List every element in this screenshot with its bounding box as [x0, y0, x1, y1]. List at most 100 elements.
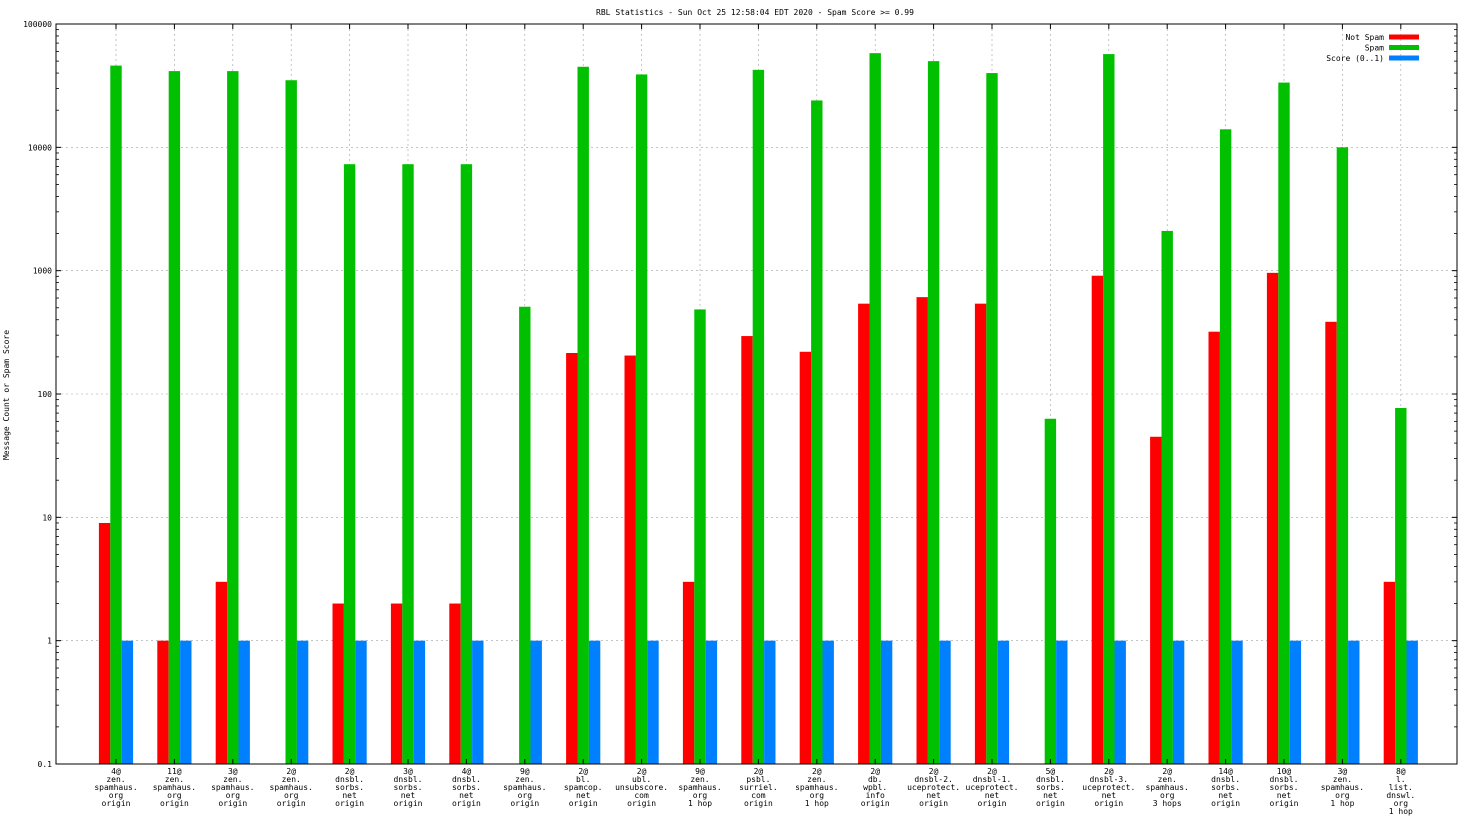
x-tick-label: org	[109, 791, 124, 800]
x-tick-label: 2@	[870, 767, 880, 776]
bar-not-spam: Not Spam: 9	[98, 522, 111, 764]
bar-spam: Spam: 485	[694, 309, 706, 764]
bar-score-0-1: Score (0..1): 1	[647, 640, 659, 764]
bar-spam: Spam: 39000	[635, 74, 648, 764]
bar-not-spam: Not Spam: 3	[682, 581, 695, 764]
y-tick-label: 1000	[33, 267, 52, 276]
bar-score-0-1: Score (0..1): 1	[1172, 640, 1185, 764]
x-tick-label: origin	[160, 799, 189, 808]
bar-score-0-1: Score (0..1): 1	[588, 640, 601, 764]
x-tick-label: com	[751, 791, 766, 800]
bar-score-0-1: Score (0..1): 1	[1231, 640, 1243, 764]
x-tick-label: 8@	[1396, 767, 1406, 776]
x-tick-label: bl.	[576, 775, 590, 784]
x-tick-label: zen.	[282, 775, 301, 784]
x-tick-label: zen.	[165, 775, 184, 784]
x-tick-label: zen.	[515, 775, 534, 784]
x-tick-label: 10@	[1277, 767, 1292, 776]
x-tick-label: wpbl.	[863, 783, 887, 792]
x-tick-label: sorbs.	[452, 783, 481, 792]
x-tick-label: db.	[868, 775, 882, 784]
x-tick-label: spamhaus.	[795, 783, 838, 792]
x-tick-label: org	[810, 791, 825, 800]
x-tick-label: ubl.	[632, 775, 651, 784]
bar-not-spam: Not Spam: 3	[1383, 581, 1396, 764]
x-tick-label: dnsbl-3.	[1090, 775, 1129, 784]
x-tick-label: spamhaus.	[1321, 783, 1364, 792]
x-tick-label: net	[342, 791, 357, 800]
x-tick-label: 14@	[1218, 767, 1233, 776]
bar-score-0-1: Score (0..1): 1	[238, 640, 250, 764]
x-tick-label: net	[1043, 791, 1058, 800]
x-tick-label: spamhaus.	[153, 783, 196, 792]
x-tick-label: spamhaus.	[1146, 783, 1189, 792]
x-tick-label: net	[401, 791, 416, 800]
bar-spam: Spam: 24000	[811, 100, 823, 764]
x-tick-label: l.	[1396, 775, 1406, 784]
bar-not-spam: Not Spam: 320	[1208, 331, 1220, 764]
x-tick-label: 3@	[228, 767, 238, 776]
bar-spam: Spam: 7300	[460, 164, 473, 764]
x-tick-label: 2@	[812, 767, 822, 776]
x-tick-label: 1 hop	[1330, 799, 1354, 808]
bar-spam: Spam: 50000	[927, 61, 940, 764]
x-tick-label: unsubscore.	[615, 783, 668, 792]
x-tick-label: sorbs.	[1270, 783, 1299, 792]
bar-spam: Spam: 41500	[168, 71, 181, 765]
x-tick-label: org	[693, 791, 708, 800]
x-tick-label: origin	[1036, 799, 1065, 808]
bars: Not Spam: 9Spam: 46000 Score (0..1): 1 Not…	[98, 53, 1418, 765]
x-tick-label: 2@	[637, 767, 647, 776]
legend-label: Score (0..1)	[1326, 54, 1384, 63]
x-tick-label: origin	[102, 799, 131, 808]
x-tick-label: list.	[1389, 783, 1413, 792]
y-tick-label: 10000	[28, 143, 52, 152]
x-tick-label: 1 hop	[1389, 807, 1413, 816]
x-tick-label: uceprotect.	[907, 783, 960, 792]
bar-score-0-1: Score (0..1): 1	[1289, 640, 1302, 764]
legend-swatch	[1389, 55, 1419, 61]
bar-not-spam: Not Spam: 960	[1266, 272, 1279, 764]
bar-not-spam: Not Spam: 205	[624, 355, 636, 764]
y-axis-label: Message Count or Spam Score	[2, 330, 11, 460]
x-tick-label: origin	[335, 799, 364, 808]
x-tick-label: zen.	[807, 775, 826, 784]
x-tick-label: origin	[218, 799, 247, 808]
x-tick-label: origin	[569, 799, 598, 808]
x-tick-label: dnswl.	[1386, 791, 1415, 800]
bar-not-spam: Not Spam: 3	[215, 581, 228, 764]
bar-not-spam: Not Spam: 910	[1091, 275, 1104, 764]
bar-spam: Spam: 46000	[110, 65, 122, 765]
x-tick-label: origin	[1211, 799, 1240, 808]
x-tick-label: org	[518, 791, 533, 800]
x-tick-label: surriel.	[739, 783, 778, 792]
bar-spam: Spam: 33500	[1278, 82, 1290, 764]
x-tick-label: net	[459, 791, 474, 800]
bar-score-0-1: Score (0..1): 1	[880, 640, 893, 764]
legend-swatch	[1389, 45, 1419, 50]
x-tick-label: 1 hop	[805, 799, 829, 808]
bar-spam: Spam: 45000	[577, 66, 589, 764]
bar-spam: Spam: 7300	[402, 164, 414, 764]
x-tick-label: dnsbl.	[1036, 775, 1065, 784]
x-tick-label: psbl.	[746, 775, 770, 784]
x-tick-label: spamcop.	[564, 783, 603, 792]
x-tick-label: net	[1102, 791, 1117, 800]
bar-score-0-1: Score (0..1): 1	[472, 640, 484, 764]
x-tick-label: dnsbl.	[394, 775, 423, 784]
bar-not-spam: Not Spam: 610	[916, 297, 928, 764]
x-tick-label: spamhaus.	[503, 783, 546, 792]
bar-not-spam: Not Spam: 385	[1325, 321, 1337, 764]
x-tick-label: zen.	[1333, 775, 1352, 784]
x-tick-label: sorbs.	[1211, 783, 1240, 792]
x-tick-label: zen.	[223, 775, 242, 784]
x-tick-label: dnsbl.	[335, 775, 364, 784]
x-tick-label: sorbs.	[335, 783, 364, 792]
bar-spam: Spam: 42500	[752, 69, 765, 764]
bar-not-spam: Not Spam: 1	[157, 640, 169, 764]
x-tick-label: origin	[919, 799, 948, 808]
x-tick-label: info	[866, 791, 885, 800]
x-tick-label: net	[985, 791, 1000, 800]
x-tick-label: spamhaus.	[211, 783, 254, 792]
